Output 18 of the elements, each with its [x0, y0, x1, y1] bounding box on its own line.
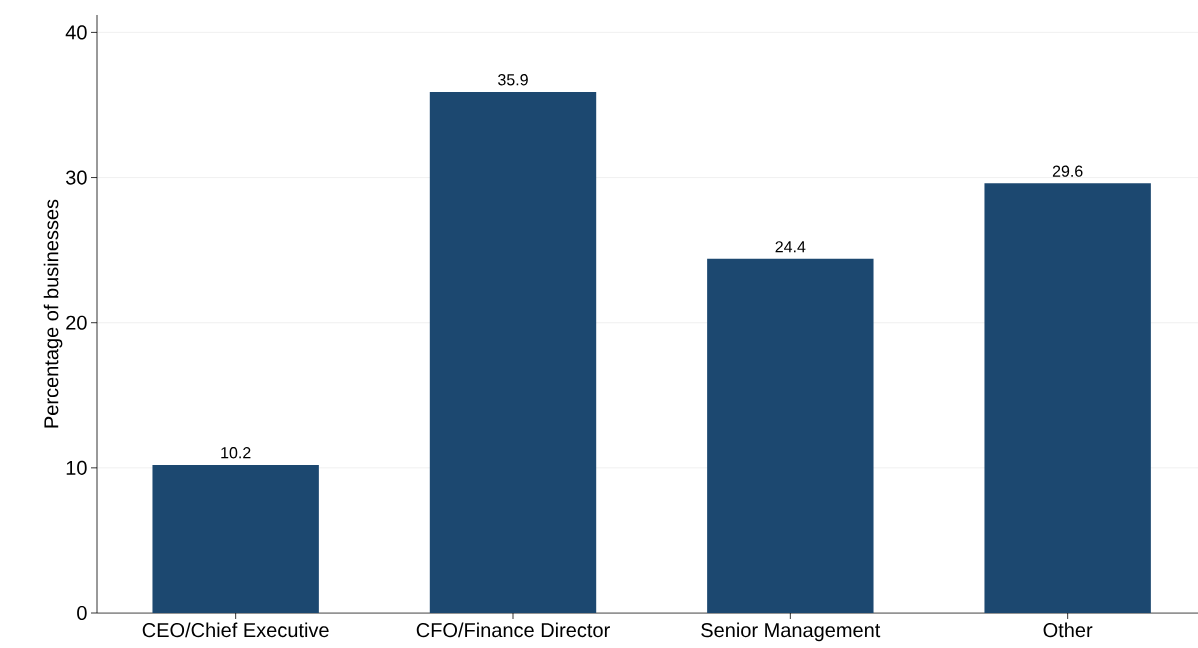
data-label: 35.9 [498, 74, 528, 86]
bar [984, 183, 1151, 613]
y-axis-title: Percentage of businesses [43, 199, 63, 428]
bar [707, 258, 874, 613]
x-tick-label: Other [1043, 622, 1093, 638]
x-tick-label: CEO/Chief Executive [142, 622, 329, 638]
y-tick-label: 0 [77, 605, 87, 621]
data-label: 29.6 [1052, 165, 1083, 177]
data-label: 24.4 [775, 241, 806, 253]
y-tick-label: 30 [65, 170, 87, 185]
data-label: 10.2 [221, 447, 251, 459]
y-tick-label: 40 [65, 25, 87, 40]
y-tick-label: 10 [66, 460, 87, 475]
bar [152, 464, 319, 613]
y-tick-label: 20 [66, 315, 87, 330]
x-tick-label: CFO/Finance Director [416, 622, 610, 638]
x-tick-label: Senior Management [701, 622, 881, 642]
bar [429, 91, 597, 613]
